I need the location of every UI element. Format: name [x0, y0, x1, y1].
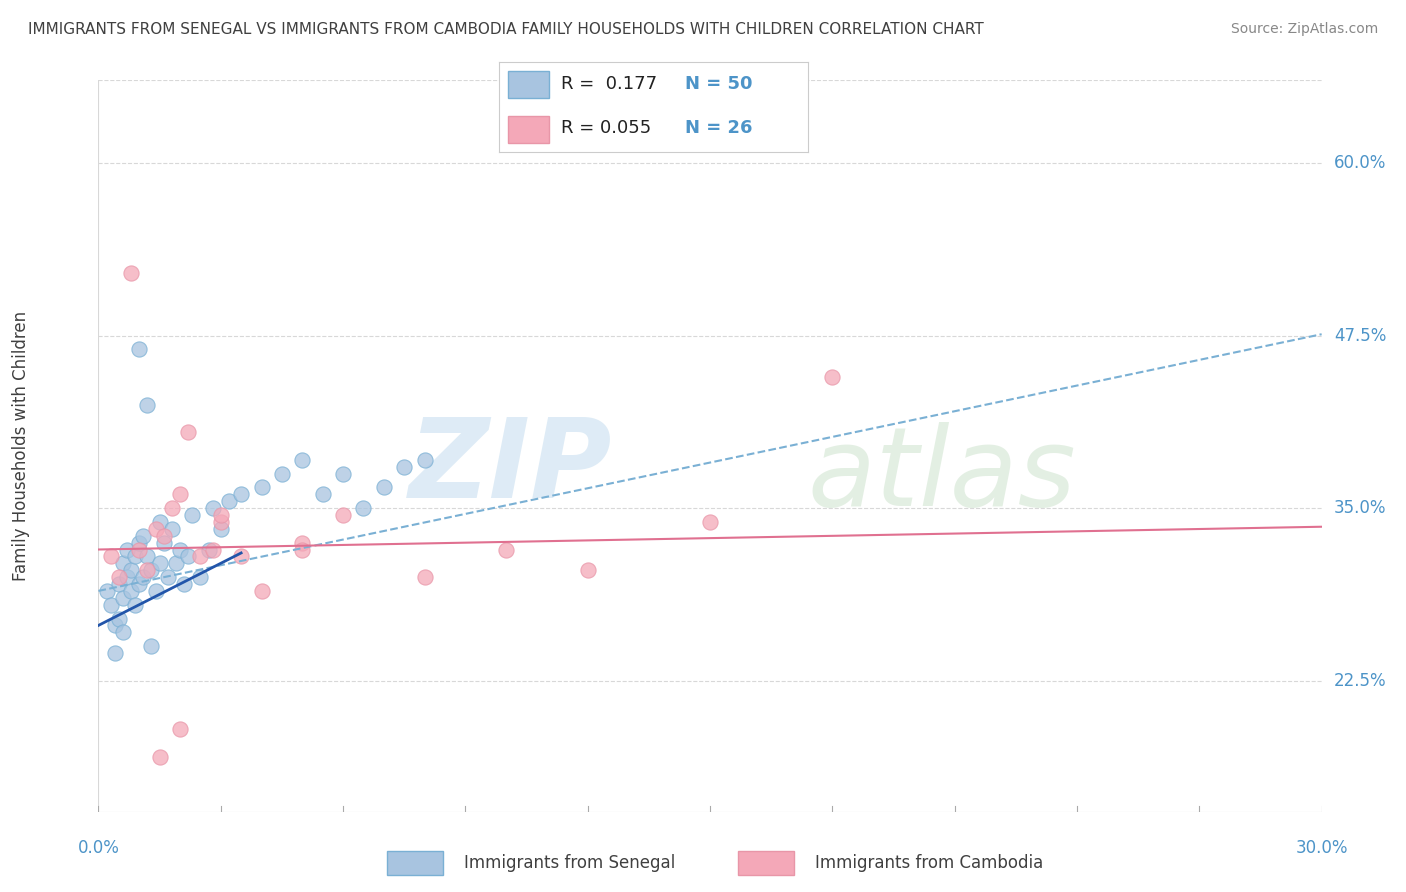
FancyBboxPatch shape [509, 71, 548, 98]
Point [108, 577, 131, 591]
Text: ZIP: ZIP [409, 415, 612, 522]
Point [120, 267, 142, 281]
Point [108, 570, 131, 584]
FancyBboxPatch shape [738, 851, 794, 875]
Point [160, 522, 183, 536]
Point [250, 583, 273, 598]
Point [413, 570, 436, 584]
Point [197, 542, 219, 557]
Point [173, 577, 195, 591]
Text: N = 50: N = 50 [685, 75, 752, 93]
Point [128, 535, 150, 549]
Point [250, 480, 273, 494]
Text: 35.0%: 35.0% [1334, 500, 1386, 517]
Point [218, 494, 240, 508]
Point [495, 542, 517, 557]
Point [201, 501, 224, 516]
Point [332, 467, 354, 481]
Point [149, 557, 172, 571]
Point [115, 570, 138, 584]
Point [312, 487, 335, 501]
FancyBboxPatch shape [387, 851, 443, 875]
Point [165, 557, 187, 571]
Point [392, 459, 416, 474]
Point [108, 611, 131, 625]
Point [120, 583, 142, 598]
Point [141, 639, 163, 653]
Text: Immigrants from Cambodia: Immigrants from Cambodia [815, 854, 1043, 872]
Point [152, 529, 174, 543]
Point [111, 591, 134, 605]
Point [181, 508, 204, 522]
Point [115, 542, 138, 557]
Point [124, 598, 146, 612]
Point [96, 583, 118, 598]
Point [169, 722, 191, 736]
Point [100, 549, 122, 564]
Point [145, 583, 167, 598]
Point [352, 501, 374, 516]
Point [231, 549, 253, 564]
Point [160, 501, 183, 516]
Point [270, 467, 294, 481]
Point [177, 425, 200, 440]
Text: 30.0%: 30.0% [1295, 839, 1348, 857]
Text: R = 0.055: R = 0.055 [561, 119, 651, 136]
Text: atlas: atlas [808, 422, 1077, 529]
FancyBboxPatch shape [509, 116, 548, 143]
Point [111, 557, 134, 571]
Point [169, 542, 191, 557]
Text: N = 26: N = 26 [685, 119, 752, 136]
Point [128, 343, 150, 357]
Point [100, 598, 122, 612]
Point [201, 542, 224, 557]
Text: Source: ZipAtlas.com: Source: ZipAtlas.com [1230, 22, 1378, 37]
Point [209, 508, 232, 522]
Point [291, 535, 314, 549]
Point [209, 522, 232, 536]
Point [136, 563, 159, 577]
Point [576, 563, 599, 577]
Point [209, 515, 232, 529]
Point [332, 508, 354, 522]
Point [156, 570, 179, 584]
Text: 22.5%: 22.5% [1334, 672, 1386, 690]
Point [141, 563, 163, 577]
Text: 0.0%: 0.0% [77, 839, 120, 857]
Point [188, 549, 212, 564]
Point [149, 515, 172, 529]
Point [104, 618, 127, 632]
Point [169, 487, 191, 501]
Text: 47.5%: 47.5% [1334, 326, 1386, 344]
Point [128, 577, 150, 591]
Point [291, 452, 314, 467]
Point [821, 370, 844, 384]
Point [136, 549, 159, 564]
Point [132, 529, 155, 543]
Point [124, 549, 146, 564]
Point [145, 522, 167, 536]
Text: Immigrants from Senegal: Immigrants from Senegal [464, 854, 675, 872]
Point [132, 570, 155, 584]
Point [413, 452, 436, 467]
Point [231, 487, 253, 501]
Point [149, 749, 172, 764]
Point [136, 398, 159, 412]
Point [177, 549, 200, 564]
Point [699, 515, 721, 529]
Point [373, 480, 395, 494]
Point [291, 542, 314, 557]
Text: R =  0.177: R = 0.177 [561, 75, 657, 93]
Point [128, 542, 150, 557]
Text: Family Households with Children: Family Households with Children [13, 311, 30, 581]
Point [152, 535, 174, 549]
Text: IMMIGRANTS FROM SENEGAL VS IMMIGRANTS FROM CAMBODIA FAMILY HOUSEHOLDS WITH CHILD: IMMIGRANTS FROM SENEGAL VS IMMIGRANTS FR… [28, 22, 984, 37]
Point [111, 625, 134, 640]
Point [188, 570, 212, 584]
Text: 60.0%: 60.0% [1334, 154, 1386, 172]
Point [120, 563, 142, 577]
Point [104, 646, 127, 660]
